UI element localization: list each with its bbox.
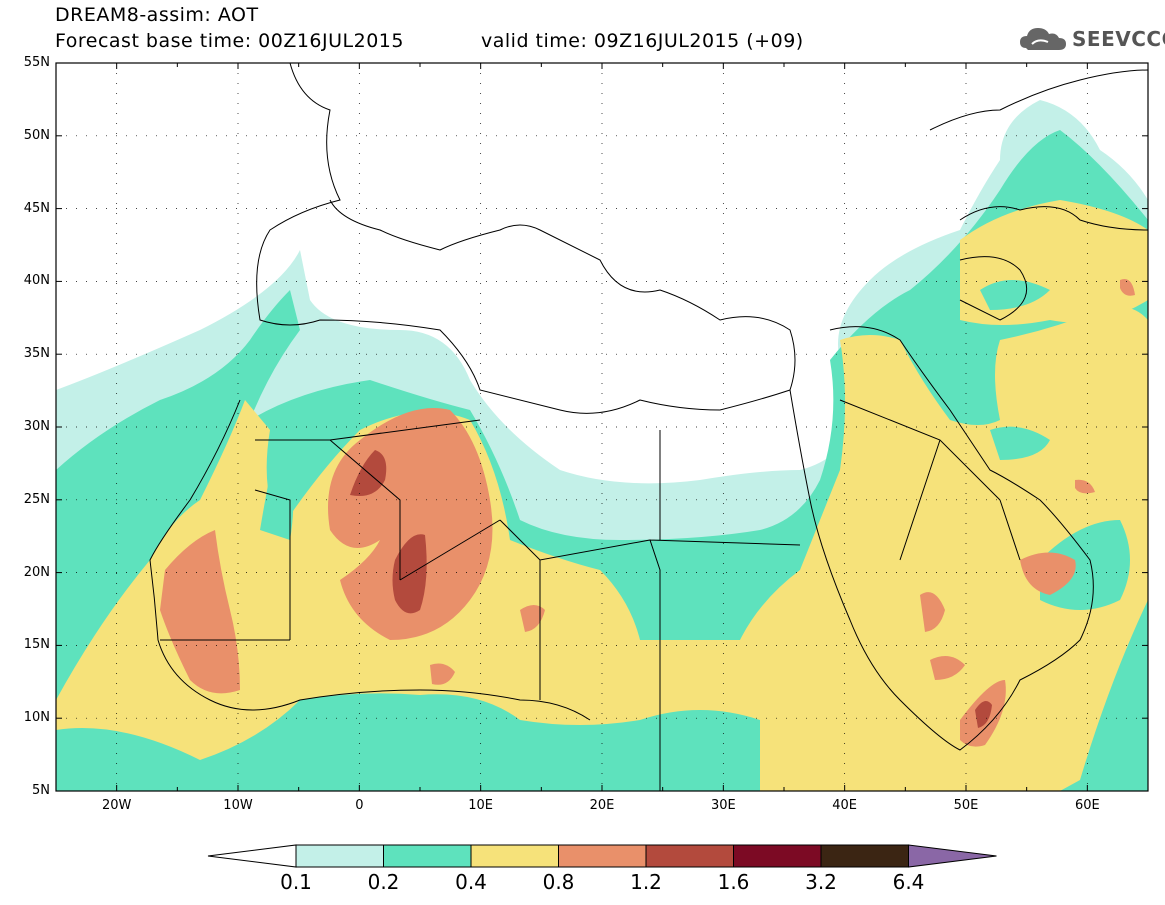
lat-label: 40N bbox=[23, 273, 50, 289]
lat-label: 35N bbox=[23, 346, 50, 362]
lon-label: 20W bbox=[101, 798, 132, 813]
lat-label: 10N bbox=[23, 710, 50, 726]
graticule bbox=[55, 62, 1149, 792]
lat-label: 15N bbox=[23, 637, 50, 653]
colorbar-arrow-high bbox=[908, 844, 997, 868]
colorbar-swatch bbox=[645, 844, 734, 868]
lon-label: 30E bbox=[710, 798, 736, 813]
colorbar-swatch bbox=[733, 844, 822, 868]
colorbar-swatch bbox=[383, 844, 472, 868]
lon-label: 10E bbox=[468, 798, 494, 813]
colorbar-swatch bbox=[295, 844, 384, 868]
base-time-label: Forecast base time: 00Z16JUL2015 bbox=[55, 30, 404, 52]
lon-label: 10W bbox=[223, 798, 253, 813]
lon-label: 60E bbox=[1074, 798, 1100, 813]
colorbar-swatch bbox=[558, 844, 647, 868]
colorbar-arrow-low bbox=[207, 844, 297, 868]
colorbar-swatch bbox=[470, 844, 559, 868]
lon-label: 50E bbox=[953, 798, 979, 813]
colorbar-level-label: 6.4 bbox=[892, 870, 925, 894]
lat-label: 45N bbox=[23, 200, 50, 216]
logo-text: SEEVCCC bbox=[1072, 27, 1165, 51]
seevccc-logo: SEEVCCC bbox=[1018, 22, 1165, 56]
lat-label: 5N bbox=[32, 783, 50, 798]
colorbar-level-label: 1.6 bbox=[717, 870, 750, 894]
lon-label: 40E bbox=[832, 798, 858, 813]
lon-label: 0 bbox=[355, 798, 364, 813]
colorbar-level-label: 0.8 bbox=[542, 870, 575, 894]
lon-label: 20E bbox=[589, 798, 615, 813]
lat-label: 50N bbox=[23, 127, 50, 143]
colorbar-swatch bbox=[820, 844, 909, 868]
colorbar-level-label: 0.4 bbox=[455, 870, 487, 894]
colorbar-level-label: 3.2 bbox=[805, 870, 837, 894]
aot-fields bbox=[56, 63, 1148, 791]
coastlines bbox=[149, 63, 1148, 791]
lat-label: 55N bbox=[23, 55, 50, 70]
colorbar-level-label: 0.1 bbox=[280, 870, 312, 894]
chart-title: DREAM8-assim: AOT bbox=[55, 4, 259, 26]
lat-label: 20N bbox=[23, 564, 50, 580]
colorbar-level-label: 1.2 bbox=[630, 870, 662, 894]
aot-band-0.2-inner bbox=[56, 280, 1130, 791]
cloud-icon bbox=[1020, 28, 1066, 50]
valid-time-label: valid time: 09Z16JUL2015 (+09) bbox=[481, 30, 804, 52]
colorbar-level-label: 0.2 bbox=[367, 870, 400, 894]
lat-label: 25N bbox=[23, 491, 50, 507]
colorbar bbox=[207, 844, 997, 868]
lat-label: 30N bbox=[23, 419, 50, 434]
